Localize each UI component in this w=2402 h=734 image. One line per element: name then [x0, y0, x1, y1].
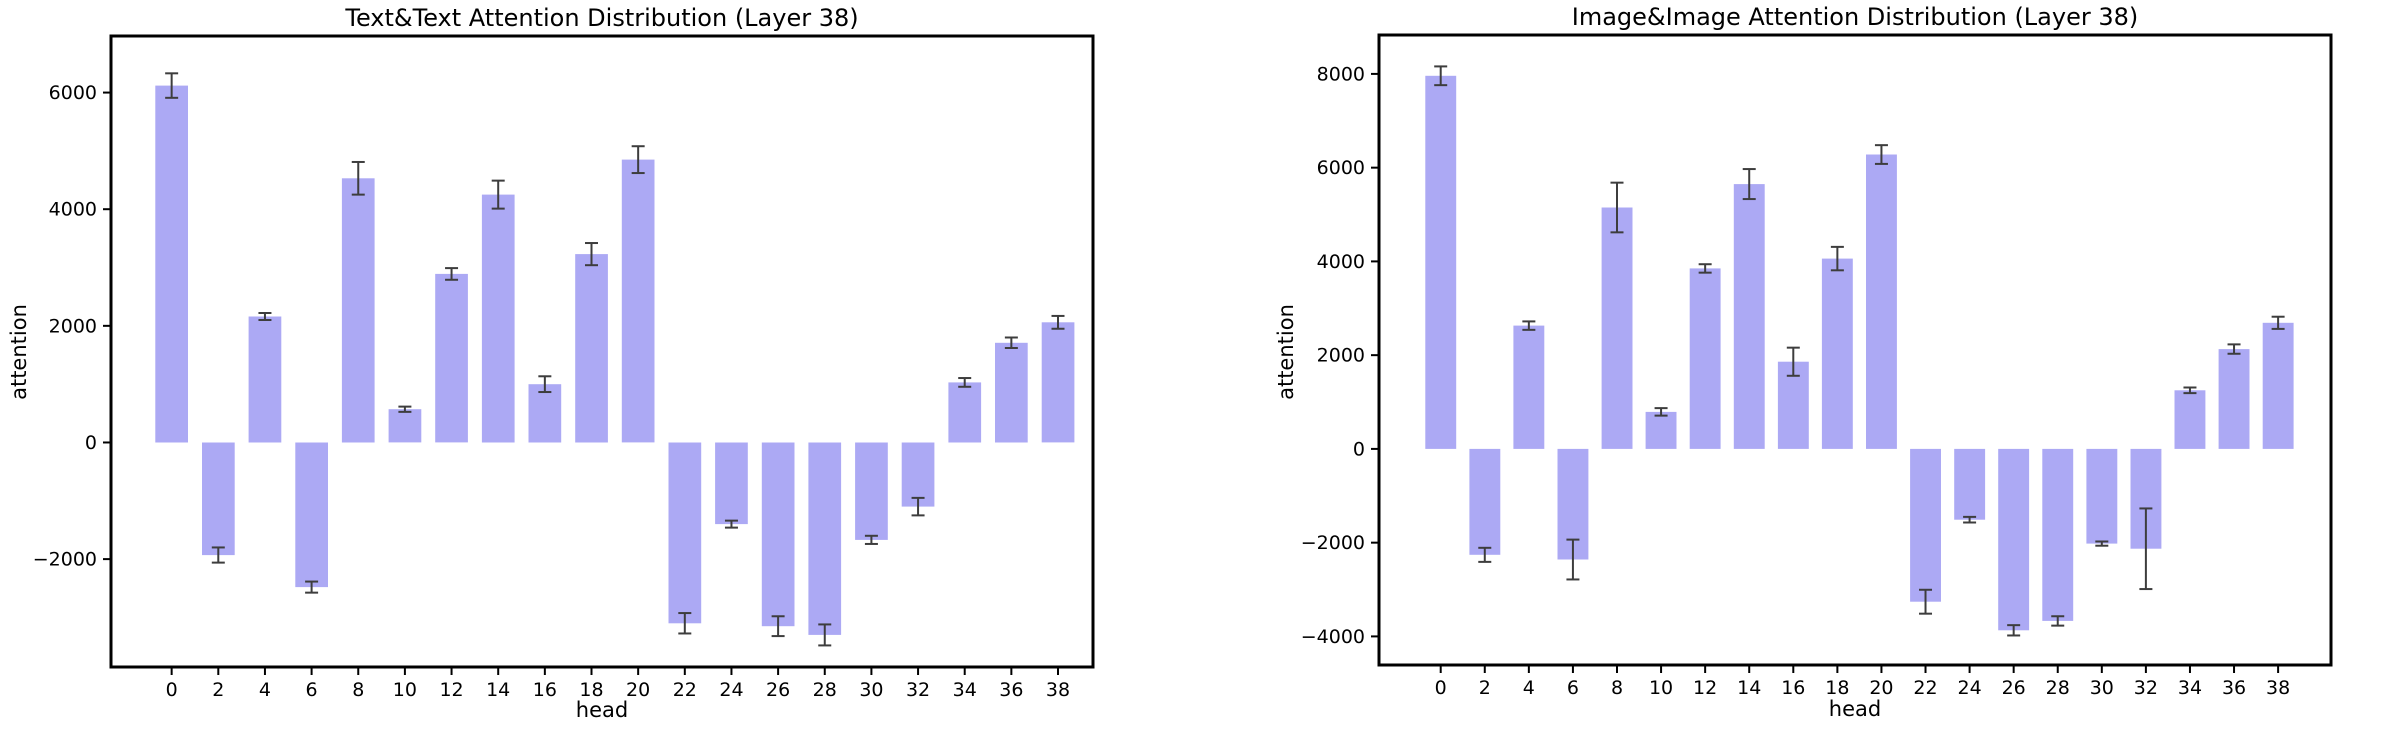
- right-chart-xtick-label: 24: [1957, 677, 1981, 699]
- left-chart-bar-head-6: [295, 442, 328, 588]
- left-chart-xtick-label: 36: [999, 679, 1023, 701]
- left-chart-xtick-label: 4: [259, 679, 271, 701]
- left-chart-xtick-label: 38: [1046, 679, 1070, 701]
- left-chart-xtick-label: 0: [166, 679, 178, 701]
- right-chart-bar-head-0: [1425, 75, 1457, 449]
- left-chart-xtick-label: 34: [953, 679, 977, 701]
- right-chart-xtick-label: 12: [1693, 677, 1717, 699]
- left-chart-bar-head-28: [808, 442, 842, 635]
- right-chart-bar-head-28: [2042, 448, 2074, 621]
- left-chart-axes-frame: [109, 34, 1095, 669]
- left-chart-bar-head-18: [575, 254, 608, 443]
- right-chart-bar-head-14: [1733, 184, 1765, 449]
- left-chart-xtick-label: 30: [859, 679, 883, 701]
- left-chart-bar-head-14: [481, 194, 515, 443]
- right-chart-xtick-label: 6: [1567, 677, 1579, 699]
- right-chart-xtick-label: 28: [2046, 677, 2070, 699]
- right-chart-bar-head-12: [1689, 268, 1721, 449]
- left-chart-bar-head-36: [995, 342, 1028, 443]
- right-chart-bar-head-26: [1998, 448, 2030, 631]
- left-chart-bar-head-4: [248, 316, 282, 443]
- right-chart-bar-head-4: [1513, 325, 1545, 449]
- left-chart-xtick-label: 18: [579, 679, 603, 701]
- right-chart-bar-head-36: [2218, 349, 2250, 449]
- right-chart-xtick-label: 8: [1611, 677, 1623, 699]
- right-chart-xtick-label: 20: [1869, 677, 1893, 699]
- left-chart-ytick-label: 0: [85, 432, 97, 454]
- right-chart-bar-head-2: [1469, 448, 1501, 555]
- right-chart-xtick-label: 0: [1435, 677, 1447, 699]
- right-chart-xtick-label: 30: [2090, 677, 2114, 699]
- right-chart-xtick-label: 4: [1523, 677, 1535, 699]
- right-chart-title: Image&Image Attention Distribution (Laye…: [1571, 3, 2139, 31]
- left-chart-bar-head-26: [761, 442, 795, 627]
- right-chart-bar-head-8: [1601, 207, 1633, 449]
- left-chart-bar-head-32: [901, 442, 935, 507]
- left-chart-bar-head-24: [715, 442, 748, 525]
- left-chart-xtick-label: 32: [906, 679, 930, 701]
- right-chart-bar-head-10: [1645, 411, 1677, 449]
- left-chart-bar-head-16: [528, 384, 562, 443]
- left-chart-ytick-label: 2000: [49, 315, 97, 337]
- left-chart-xtick-label: 26: [766, 679, 790, 701]
- left-chart-ytick-label: 6000: [49, 82, 97, 104]
- left-chart-bar-head-34: [948, 382, 982, 443]
- right-chart-ytick-label: −4000: [1301, 626, 1365, 648]
- left-chart-bar-head-8: [341, 178, 375, 443]
- left-chart-bar-head-2: [202, 442, 235, 556]
- right-chart-ytick-label: 0: [1353, 438, 1365, 460]
- right-chart-xlabel: head: [1828, 697, 1882, 721]
- right-chart-bar-head-20: [1866, 154, 1897, 449]
- left-chart-ytick-label: −2000: [33, 549, 97, 571]
- right-chart-bar-head-38: [2262, 322, 2294, 449]
- left-chart-bar-head-38: [1041, 322, 1075, 443]
- left-chart-xtick-label: 12: [439, 679, 463, 701]
- right-chart-xtick-label: 34: [2178, 677, 2202, 699]
- right-chart-ytick-label: 8000: [1317, 63, 1365, 85]
- right-chart-axes-frame: [1377, 33, 2333, 667]
- left-chart-ytick-label: 4000: [49, 199, 97, 221]
- right-chart-ytick-label: 4000: [1317, 251, 1365, 273]
- left-chart-xtick-label: 14: [486, 679, 510, 701]
- right-chart-ytick-label: −2000: [1301, 532, 1365, 554]
- left-chart-xtick-label: 10: [393, 679, 417, 701]
- right-chart-xtick-label: 2: [1479, 677, 1491, 699]
- left-chart-xtick-label: 2: [212, 679, 224, 701]
- left-chart-xtick-label: 6: [306, 679, 318, 701]
- right-chart-xtick-label: 18: [1825, 677, 1849, 699]
- right-chart-bar-head-24: [1954, 448, 1986, 520]
- right-chart-ytick-label: 6000: [1317, 157, 1365, 179]
- right-chart-ytick-label: 2000: [1317, 345, 1365, 367]
- right-chart-xtick-label: 32: [2134, 677, 2158, 699]
- right-chart-bar-head-22: [1910, 448, 1941, 602]
- left-chart-bar-head-30: [855, 442, 888, 540]
- left-chart-bar-head-10: [388, 409, 422, 443]
- right-chart-bar-head-34: [2174, 390, 2206, 449]
- right-chart-xtick-label: 10: [1649, 677, 1673, 699]
- left-chart-xtick-label: 20: [626, 679, 650, 701]
- left-chart-bar-head-12: [435, 273, 468, 443]
- left-chart-bar-head-20: [621, 159, 655, 443]
- right-chart-xtick-label: 36: [2222, 677, 2246, 699]
- left-chart-xlabel: head: [575, 698, 629, 722]
- right-chart-ylabel: attention: [1274, 304, 1298, 400]
- right-chart-xtick-label: 16: [1781, 677, 1805, 699]
- right-chart-bar-head-30: [2086, 448, 2118, 544]
- left-chart-bar-head-0: [155, 85, 188, 443]
- left-chart-xtick-label: 24: [719, 679, 743, 701]
- left-chart-xtick-label: 16: [533, 679, 557, 701]
- left-chart-title: Text&Text Attention Distribution (Layer …: [345, 4, 859, 32]
- right-chart-xtick-label: 14: [1737, 677, 1761, 699]
- right-chart-xtick-label: 26: [2002, 677, 2026, 699]
- left-chart-bar-head-22: [668, 442, 702, 624]
- left-chart-ylabel: attention: [7, 304, 31, 400]
- left-chart-xtick-label: 22: [673, 679, 697, 701]
- right-chart-bar-head-18: [1821, 258, 1853, 449]
- right-chart-xtick-label: 38: [2266, 677, 2290, 699]
- left-chart-xtick-label: 8: [352, 679, 364, 701]
- left-chart-xtick-label: 28: [813, 679, 837, 701]
- right-chart-xtick-label: 22: [1913, 677, 1937, 699]
